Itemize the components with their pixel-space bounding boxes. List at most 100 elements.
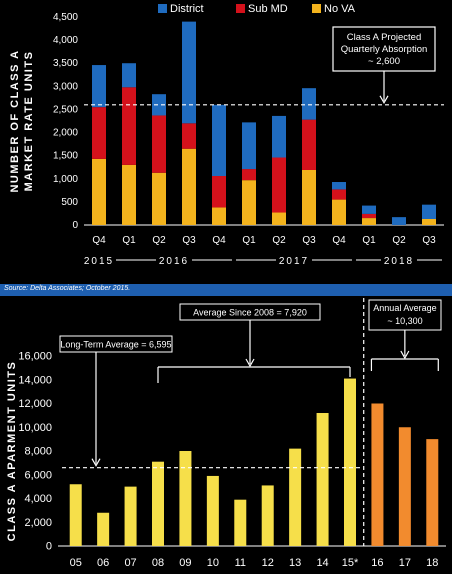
bar xyxy=(206,475,219,546)
y-axis-title-line: MARKET RATE UNITS xyxy=(23,51,35,192)
bar-segment-sub-md xyxy=(182,123,196,149)
bar xyxy=(234,499,247,546)
y-tick-label: 3,000 xyxy=(53,81,78,92)
y-axis-title-line: NUMBER OF CLASS A xyxy=(9,49,21,192)
long-term-average-box xyxy=(59,335,173,353)
y-tick-label: 500 xyxy=(61,197,78,208)
bar-segment-no-va xyxy=(212,207,226,225)
y-tick-label: 4,000 xyxy=(53,35,78,46)
x-tick-label: Q3 xyxy=(302,235,316,246)
x-tick-label: 18 xyxy=(426,557,438,569)
x-tick-label: Q4 xyxy=(332,235,346,246)
bar-segment-district xyxy=(242,122,256,170)
reference-callout-text: Class A Projected xyxy=(347,32,421,43)
bar-segment-district xyxy=(392,217,406,225)
bar-segment-sub-md xyxy=(362,213,376,219)
y-tick-label: 0 xyxy=(46,541,52,553)
legend-swatch xyxy=(158,4,167,13)
y-tick-label: 6,000 xyxy=(24,469,52,481)
bar xyxy=(426,439,439,546)
x-tick-label: 11 xyxy=(235,557,246,569)
x-tick-label: 13 xyxy=(289,557,301,569)
arrow-head xyxy=(400,350,410,360)
x-tick-label: 16 xyxy=(371,557,383,569)
year-label: 2016 xyxy=(159,256,189,267)
year-label: 2015 xyxy=(84,256,114,267)
bar xyxy=(289,448,302,546)
source-text: Source: Delta Associates; October 2015. xyxy=(4,285,131,292)
callout-arrow-head xyxy=(379,95,389,105)
x-tick-label: 12 xyxy=(262,557,274,569)
bar-segment-no-va xyxy=(362,218,376,225)
x-tick-label: Q1 xyxy=(242,235,256,246)
bar-segment-no-va xyxy=(182,148,196,225)
legend-label: District xyxy=(170,3,204,15)
bar-segment-district xyxy=(212,104,226,177)
x-tick-label: Q2 xyxy=(272,235,286,246)
bar-segment-district xyxy=(302,88,316,120)
bar-segment-no-va xyxy=(422,218,436,225)
year-label: 2017 xyxy=(279,256,309,267)
bar-segment-sub-md xyxy=(242,169,256,181)
bar-segment-district xyxy=(422,204,436,219)
x-tick-label: 06 xyxy=(97,557,109,569)
x-tick-label: 10 xyxy=(207,557,219,569)
bottom-chart: 0 2,000 4,000 6,000 8,000 10,000 12,000 14,000 1… xyxy=(6,298,446,569)
long-term-average-label: Long-Term Average = 6,595 xyxy=(60,340,171,350)
bar-segment-no-va xyxy=(272,212,286,225)
x-tick-label: 14 xyxy=(316,557,328,569)
bar-segment-sub-md xyxy=(152,115,166,173)
legend-swatch xyxy=(312,4,321,13)
bar xyxy=(179,451,192,546)
average-since-2008-label: Average Since 2008 = 7,920 xyxy=(193,308,307,318)
bar-segment-district xyxy=(272,115,286,158)
x-tick-label: Q2 xyxy=(152,235,166,246)
bar xyxy=(398,427,411,546)
bar xyxy=(124,486,137,546)
y-tick-label: 0 xyxy=(72,220,78,231)
x-tick-label: 09 xyxy=(179,557,191,569)
bar xyxy=(344,378,356,546)
x-tick-label: 08 xyxy=(152,557,164,569)
bar-segment-district xyxy=(122,63,136,88)
x-tick-label: Q4 xyxy=(212,235,226,246)
x-tick-label: 05 xyxy=(70,557,82,569)
bar-segment-sub-md xyxy=(302,119,316,170)
x-tick-label: Q3 xyxy=(422,235,436,246)
bar xyxy=(69,484,82,546)
bar-segment-district xyxy=(182,21,196,124)
bar-segment-no-va xyxy=(332,199,346,225)
y-tick-label: 1,500 xyxy=(53,151,78,162)
reference-callout-text: Quarterly Absorption xyxy=(341,44,428,55)
y-axis-title: CLASS A APARMENT UNITS xyxy=(6,361,18,542)
y-tick-label: 4,000 xyxy=(24,493,52,505)
x-tick-label: Q1 xyxy=(362,235,376,246)
y-tick-label: 8,000 xyxy=(24,446,52,458)
bar xyxy=(152,461,164,546)
bar-segment-no-va xyxy=(302,169,316,225)
bar-segment-district xyxy=(152,94,166,116)
annual-average-label: Annual Average xyxy=(373,303,436,313)
bar xyxy=(261,485,274,546)
bar xyxy=(316,413,329,546)
x-tick-label: 15* xyxy=(342,557,359,569)
reference-callout-text: ~ 2,600 xyxy=(368,56,400,67)
x-tick-label: 17 xyxy=(399,557,411,569)
bar-segment-district xyxy=(92,65,106,108)
legend-swatch xyxy=(236,4,245,13)
bar-segment-sub-md xyxy=(92,107,106,159)
bar xyxy=(97,512,110,546)
bar-segment-no-va xyxy=(92,158,106,225)
arrow-head xyxy=(245,358,255,368)
y-tick-label: 10,000 xyxy=(18,422,52,434)
y-tick-label: 2,000 xyxy=(53,128,78,139)
y-tick-label: 2,000 xyxy=(24,517,52,529)
legend-label: Sub MD xyxy=(248,3,288,15)
bar-segment-sub-md xyxy=(212,176,226,208)
x-tick-label: Q2 xyxy=(392,235,406,246)
x-tick-label: Q1 xyxy=(122,235,136,246)
bar-segment-sub-md xyxy=(122,87,136,165)
bar-segment-no-va xyxy=(152,172,166,225)
x-tick-label: Q3 xyxy=(182,235,196,246)
